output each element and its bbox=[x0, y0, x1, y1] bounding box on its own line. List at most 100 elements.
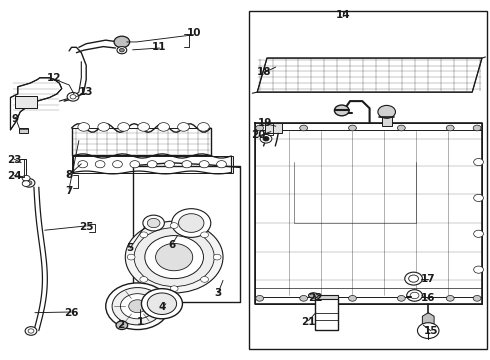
Ellipse shape bbox=[309, 293, 318, 298]
Bar bbox=[249, 12, 487, 348]
Text: 18: 18 bbox=[257, 67, 272, 77]
Polygon shape bbox=[15, 96, 37, 108]
Circle shape bbox=[165, 161, 174, 168]
Circle shape bbox=[378, 105, 395, 118]
Circle shape bbox=[410, 292, 419, 299]
Circle shape bbox=[125, 221, 223, 293]
Circle shape bbox=[405, 272, 422, 285]
Circle shape bbox=[446, 296, 454, 301]
Circle shape bbox=[158, 123, 170, 131]
Circle shape bbox=[409, 275, 418, 282]
Circle shape bbox=[200, 276, 208, 282]
Circle shape bbox=[22, 175, 30, 181]
Circle shape bbox=[78, 161, 88, 168]
Circle shape bbox=[197, 123, 209, 131]
Text: 15: 15 bbox=[423, 325, 438, 336]
Circle shape bbox=[474, 266, 484, 273]
Circle shape bbox=[78, 123, 90, 131]
Circle shape bbox=[217, 161, 226, 168]
Circle shape bbox=[178, 123, 189, 131]
Circle shape bbox=[138, 123, 149, 131]
Polygon shape bbox=[422, 313, 434, 327]
Text: 6: 6 bbox=[168, 239, 175, 249]
Circle shape bbox=[142, 289, 182, 319]
Text: 26: 26 bbox=[64, 308, 79, 318]
Circle shape bbox=[130, 161, 140, 168]
Circle shape bbox=[172, 209, 211, 237]
Text: 12: 12 bbox=[47, 73, 62, 83]
Text: 19: 19 bbox=[257, 118, 272, 128]
Bar bbox=[315, 298, 338, 330]
Circle shape bbox=[256, 296, 264, 301]
Circle shape bbox=[473, 125, 481, 131]
Polygon shape bbox=[382, 116, 392, 126]
Text: 1: 1 bbox=[136, 317, 144, 327]
Text: 11: 11 bbox=[152, 42, 167, 52]
Polygon shape bbox=[10, 78, 62, 130]
Circle shape bbox=[300, 296, 308, 301]
Circle shape bbox=[147, 219, 160, 228]
Circle shape bbox=[397, 296, 405, 301]
Text: 5: 5 bbox=[126, 243, 134, 253]
Circle shape bbox=[397, 125, 405, 131]
Circle shape bbox=[474, 230, 484, 237]
Text: 22: 22 bbox=[309, 293, 323, 303]
Text: 8: 8 bbox=[66, 170, 73, 180]
Circle shape bbox=[156, 243, 193, 271]
Circle shape bbox=[118, 123, 129, 131]
Circle shape bbox=[112, 288, 163, 325]
Polygon shape bbox=[255, 123, 482, 304]
Circle shape bbox=[182, 161, 192, 168]
Text: 7: 7 bbox=[65, 186, 73, 196]
Text: 23: 23 bbox=[7, 155, 22, 165]
Circle shape bbox=[140, 276, 147, 282]
Polygon shape bbox=[19, 128, 27, 134]
Circle shape bbox=[70, 95, 76, 99]
Text: 3: 3 bbox=[215, 288, 222, 298]
Circle shape bbox=[178, 214, 204, 232]
Circle shape bbox=[348, 296, 356, 301]
Text: 9: 9 bbox=[12, 114, 19, 124]
Text: 14: 14 bbox=[336, 10, 350, 20]
Circle shape bbox=[134, 228, 214, 287]
Circle shape bbox=[200, 232, 208, 238]
Bar bbox=[315, 295, 338, 299]
Polygon shape bbox=[72, 156, 233, 173]
Circle shape bbox=[147, 161, 157, 168]
Circle shape bbox=[106, 283, 169, 329]
Text: 10: 10 bbox=[187, 28, 201, 38]
Text: 24: 24 bbox=[7, 171, 22, 181]
Circle shape bbox=[120, 48, 124, 52]
Circle shape bbox=[474, 194, 484, 202]
Circle shape bbox=[170, 223, 178, 228]
Circle shape bbox=[300, 125, 308, 131]
Text: 25: 25 bbox=[79, 222, 94, 231]
Circle shape bbox=[116, 321, 128, 329]
Circle shape bbox=[170, 286, 178, 292]
Circle shape bbox=[145, 235, 203, 279]
Polygon shape bbox=[72, 128, 211, 155]
Text: 21: 21 bbox=[301, 317, 316, 327]
Circle shape bbox=[143, 215, 164, 231]
Circle shape bbox=[113, 161, 122, 168]
Circle shape bbox=[213, 254, 221, 260]
Circle shape bbox=[446, 125, 454, 131]
Circle shape bbox=[95, 161, 105, 168]
Circle shape bbox=[26, 181, 32, 185]
Circle shape bbox=[474, 158, 484, 166]
Circle shape bbox=[129, 300, 147, 313]
Circle shape bbox=[473, 296, 481, 301]
Circle shape bbox=[67, 93, 79, 101]
Polygon shape bbox=[265, 123, 282, 134]
Circle shape bbox=[23, 179, 35, 187]
Circle shape bbox=[98, 123, 110, 131]
Circle shape bbox=[140, 232, 147, 238]
Circle shape bbox=[407, 290, 422, 301]
Circle shape bbox=[417, 323, 439, 338]
Circle shape bbox=[117, 46, 127, 54]
Text: 16: 16 bbox=[421, 293, 436, 303]
Text: 20: 20 bbox=[251, 130, 266, 140]
Polygon shape bbox=[133, 166, 240, 302]
Polygon shape bbox=[257, 58, 482, 92]
Text: 4: 4 bbox=[158, 302, 166, 312]
